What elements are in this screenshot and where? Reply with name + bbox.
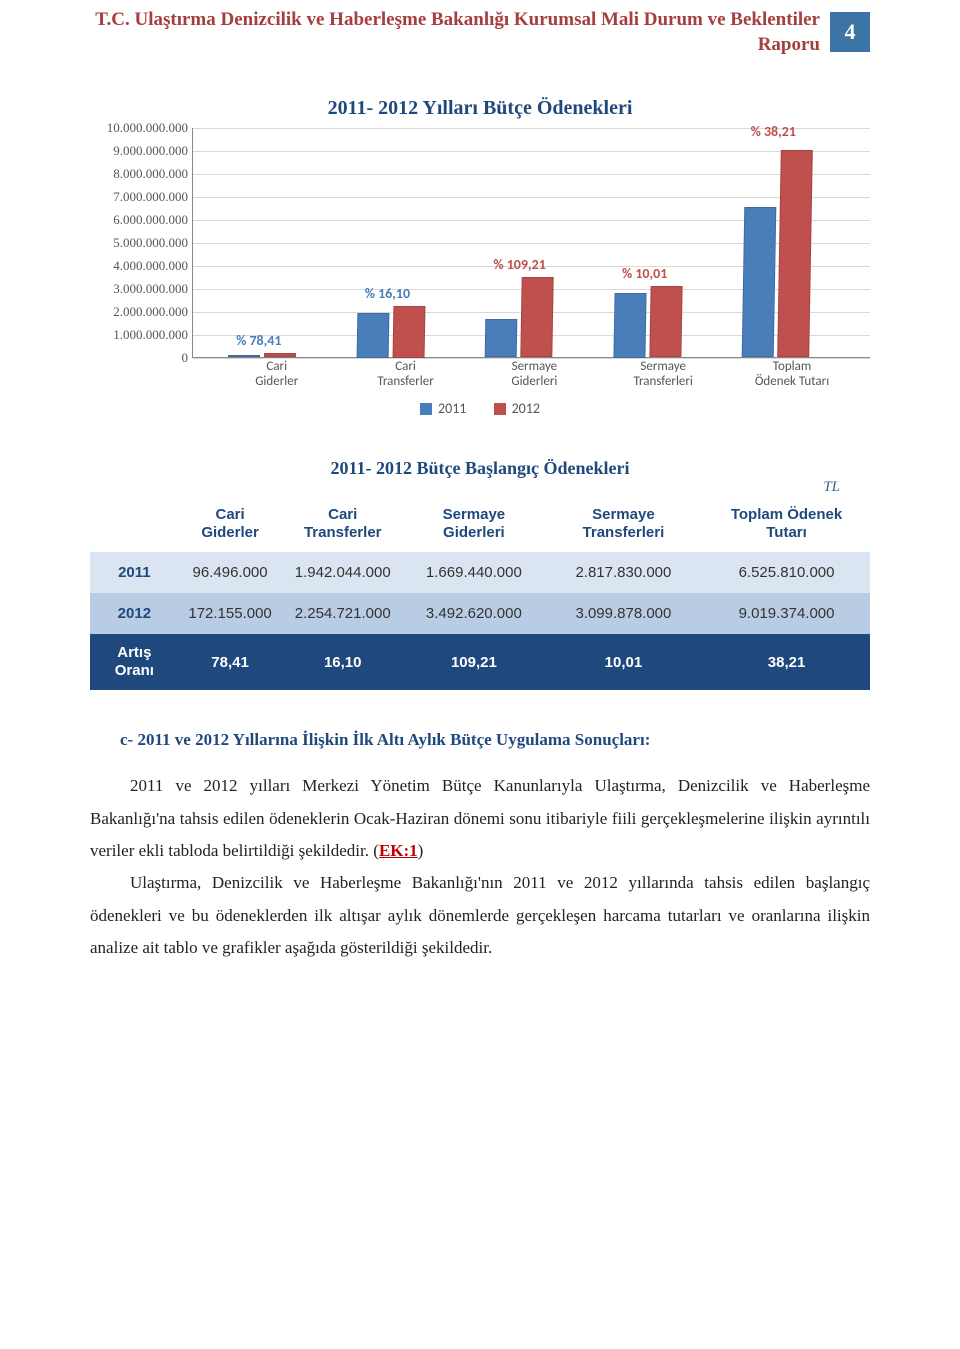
page-number-badge: 4 [830, 12, 870, 52]
ek1-link[interactable]: EK:1 [379, 841, 418, 860]
y-tick: 1.000.000.000 [113, 327, 188, 343]
cell: 2.254.721.000 [281, 593, 404, 634]
y-tick: 5.000.000.000 [113, 235, 188, 251]
cell: 1.942.044.000 [281, 552, 404, 593]
bar-2012 [392, 306, 425, 358]
table-row: Artış Oranı 78,41 16,10 109,21 10,01 38,… [90, 634, 870, 690]
col-cari-transferler: Cari Transferler [281, 496, 404, 552]
pct-label: % 78,41 [236, 332, 281, 349]
y-tick: 3.000.000.000 [113, 281, 188, 297]
x-label: SermayeGiderleri [477, 360, 592, 389]
chart-title: 2011- 2012 Yılları Bütçe Ödenekleri [90, 97, 870, 120]
para1-text: 2011 ve 2012 yılları Merkezi Yönetim Büt… [90, 776, 870, 860]
header-title: T.C. Ulaştırma Denizcilik ve Haberleşme … [90, 8, 820, 57]
x-label: CariTransferler [348, 360, 463, 389]
header-title-line2: Raporu [758, 34, 820, 55]
section-c-heading: c- 2011 ve 2012 Yıllarına İlişkin İlk Al… [120, 730, 870, 750]
col-toplam: Toplam Ödenek Tutarı [703, 496, 870, 552]
cell: 16,10 [281, 634, 404, 690]
cell: 3.099.878.000 [544, 593, 703, 634]
cell: 9.019.374.000 [703, 593, 870, 634]
col-blank [90, 496, 179, 552]
y-tick: 9.000.000.000 [113, 143, 188, 159]
bar-group: % 38,21 [735, 128, 850, 357]
col-sermaye-transferleri: Sermaye Transferleri [544, 496, 703, 552]
y-tick: 8.000.000.000 [113, 166, 188, 182]
body-paragraph-1: 2011 ve 2012 yılları Merkezi Yönetim Büt… [90, 770, 870, 867]
rowhead-2011: 2011 [90, 552, 179, 593]
bar-2011 [485, 319, 518, 357]
bar-2011 [741, 207, 776, 357]
bar-group: % 78,41 [220, 128, 335, 357]
pct-label: % 38,21 [751, 123, 796, 140]
cell: 6.525.810.000 [703, 552, 870, 593]
bar-chart: 10.000.000.0009.000.000.0008.000.000.000… [90, 128, 870, 428]
rowhead-2012: 2012 [90, 593, 179, 634]
cell: 10,01 [544, 634, 703, 690]
col-sermaye-giderleri: Sermaye Giderleri [404, 496, 544, 552]
bar-group: % 109,21 [477, 128, 592, 357]
bar-2011 [613, 293, 646, 358]
y-tick: 4.000.000.000 [113, 258, 188, 274]
cell: 172.155.000 [179, 593, 282, 634]
x-label: CariGiderler [219, 360, 334, 389]
legend-label-2011: 2011 [438, 400, 466, 417]
header-title-line1: T.C. Ulaştırma Denizcilik ve Haberleşme … [95, 9, 820, 30]
bar-2012 [777, 150, 813, 357]
y-tick: 6.000.000.000 [113, 212, 188, 228]
x-label: ToplamÖdenek Tutarı [734, 360, 849, 389]
y-tick: 10.000.000.000 [107, 120, 188, 136]
table-head: Cari Giderler Cari Transferler Sermaye G… [90, 496, 870, 552]
bar-2011 [356, 313, 389, 358]
pct-label: % 10,01 [622, 265, 667, 282]
bar-group: % 10,01 [606, 128, 721, 357]
page-header: T.C. Ulaştırma Denizcilik ve Haberleşme … [90, 8, 870, 57]
bar-2012 [649, 286, 682, 357]
bar-group: % 16,10 [349, 128, 464, 357]
y-tick: 0 [182, 350, 189, 366]
pct-label: % 109,21 [493, 256, 545, 273]
legend-item-2012: 2012 [494, 400, 540, 417]
table-row: 2012 172.155.000 2.254.721.000 3.492.620… [90, 593, 870, 634]
bar-2012 [521, 277, 554, 357]
cell: 38,21 [703, 634, 870, 690]
y-tick: 7.000.000.000 [113, 189, 188, 205]
rowhead-artis: Artış Oranı [90, 634, 179, 690]
table-currency: TL [90, 479, 870, 496]
cell: 1.669.440.000 [404, 552, 544, 593]
legend-item-2011: 2011 [420, 400, 466, 417]
cell: 78,41 [179, 634, 282, 690]
bar-2012 [264, 353, 296, 357]
y-axis: 10.000.000.0009.000.000.0008.000.000.000… [90, 128, 192, 358]
cell: 109,21 [404, 634, 544, 690]
bar-2011 [228, 355, 260, 357]
budget-table: Cari Giderler Cari Transferler Sermaye G… [90, 496, 870, 690]
plot-area: % 78,41 % 16,10 % 109,21 % 10,01 % 38,21 [192, 128, 870, 358]
table-row: 2011 96.496.000 1.942.044.000 1.669.440.… [90, 552, 870, 593]
pct-label: % 16,10 [365, 285, 410, 302]
legend-swatch-blue [420, 403, 432, 415]
cell: 2.817.830.000 [544, 552, 703, 593]
body-paragraph-2: Ulaştırma, Denizcilik ve Haberleşme Baka… [90, 867, 870, 964]
cell: 3.492.620.000 [404, 593, 544, 634]
legend-label-2012: 2012 [512, 400, 540, 417]
chart-legend: 2011 2012 [90, 400, 870, 419]
x-label: SermayeTransferleri [606, 360, 721, 389]
cell: 96.496.000 [179, 552, 282, 593]
col-cari-giderler: Cari Giderler [179, 496, 282, 552]
legend-swatch-red [494, 403, 506, 415]
table-title: 2011- 2012 Bütçe Başlangıç Ödenekleri [90, 458, 870, 479]
y-tick: 2.000.000.000 [113, 304, 188, 320]
